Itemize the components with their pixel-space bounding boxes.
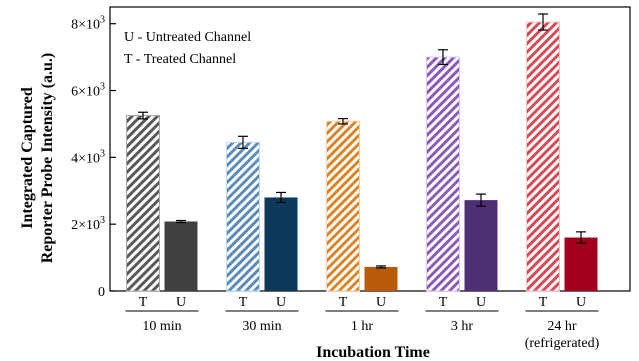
y-tick-label: 4×103: [71, 148, 105, 166]
x-axis-title: Incubation Time: [316, 344, 430, 361]
sub-label-treated: T: [539, 295, 548, 310]
legend-untreated: U - Untreated Channel: [124, 30, 251, 45]
group-label: 30 min: [242, 319, 281, 334]
bar-untreated: [164, 221, 198, 291]
legend-treated: T - Treated Channel: [124, 52, 236, 67]
y-tick-label: 2×103: [71, 215, 105, 233]
sub-label-untreated: U: [476, 295, 486, 310]
sub-label-treated: T: [439, 295, 448, 310]
bar-treated: [526, 21, 560, 292]
y-tick-label: 6×103: [71, 82, 105, 100]
group-label: 10 min: [142, 319, 181, 334]
sub-label-untreated: U: [276, 295, 286, 310]
bar-treated: [226, 141, 260, 292]
bar-treated: [426, 56, 460, 292]
sub-label-untreated: U: [376, 295, 386, 310]
sub-label-untreated: U: [176, 295, 186, 310]
group-label: 24 hr: [547, 319, 577, 334]
group-label: 3 hr: [451, 319, 474, 334]
sub-label-treated: T: [339, 295, 348, 310]
bar-treated: [126, 115, 160, 292]
sub-label-treated: T: [139, 295, 148, 310]
bar-untreated: [564, 237, 598, 291]
bar-untreated: [264, 197, 298, 291]
y-tick-label: 8×103: [71, 15, 105, 33]
y-tick-label: 0: [98, 285, 105, 300]
bar-untreated: [364, 266, 398, 291]
y-axis-title-line2: Reporter Probe Intensity (a.u.): [39, 53, 56, 264]
group-note: (refrigerated): [525, 336, 600, 351]
bar-treated: [326, 120, 360, 292]
bar-untreated: [464, 200, 498, 291]
y-axis-title-line1: Integrated Captured: [19, 87, 36, 229]
group-label: 1 hr: [351, 319, 374, 334]
sub-label-treated: T: [239, 295, 248, 310]
sub-label-untreated: U: [576, 295, 586, 310]
